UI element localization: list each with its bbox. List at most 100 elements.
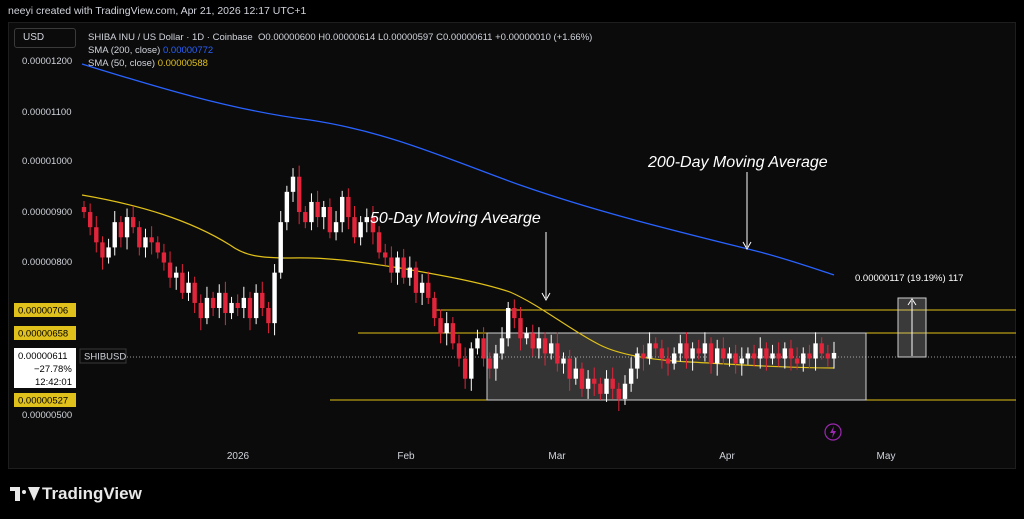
candle-body[interactable] bbox=[81, 207, 87, 213]
candle-body[interactable] bbox=[635, 353, 640, 369]
candle-body[interactable] bbox=[628, 368, 634, 384]
candle-body[interactable] bbox=[493, 353, 499, 369]
candle-body[interactable] bbox=[721, 348, 726, 359]
candle-body[interactable] bbox=[266, 308, 271, 324]
candle-body[interactable] bbox=[671, 353, 677, 364]
sma50-row[interactable]: SMA (50, close) 0.00000588 bbox=[88, 57, 592, 70]
candle-body[interactable] bbox=[346, 196, 351, 218]
candle-body[interactable] bbox=[819, 343, 824, 354]
candle-body[interactable] bbox=[339, 196, 345, 223]
candle-body[interactable] bbox=[376, 232, 382, 253]
candle-body[interactable] bbox=[407, 267, 413, 278]
candle-body[interactable] bbox=[284, 191, 290, 223]
candle-body[interactable] bbox=[118, 222, 124, 238]
candle-body[interactable] bbox=[389, 257, 394, 273]
lightning-icon[interactable] bbox=[824, 423, 842, 441]
candle-body[interactable] bbox=[229, 302, 234, 314]
candle-body[interactable] bbox=[303, 212, 308, 223]
candle-body[interactable] bbox=[678, 343, 683, 354]
candle-body[interactable] bbox=[358, 222, 363, 238]
candle-body[interactable] bbox=[745, 353, 751, 359]
candle-body[interactable] bbox=[739, 358, 744, 364]
candle-body[interactable] bbox=[309, 201, 314, 223]
candle-body[interactable] bbox=[801, 353, 806, 364]
candle-body[interactable] bbox=[530, 333, 535, 349]
candle-body[interactable] bbox=[825, 353, 831, 359]
candle-body[interactable] bbox=[130, 217, 136, 228]
candle-body[interactable] bbox=[161, 252, 167, 263]
candle-body[interactable] bbox=[758, 348, 763, 359]
candle-body[interactable] bbox=[708, 343, 714, 364]
candle-body[interactable] bbox=[395, 257, 400, 273]
candle-body[interactable] bbox=[87, 212, 93, 228]
candle-body[interactable] bbox=[217, 292, 222, 308]
candle-body[interactable] bbox=[481, 338, 486, 359]
candle-body[interactable] bbox=[776, 353, 781, 359]
candle-body[interactable] bbox=[770, 353, 775, 359]
candle-body[interactable] bbox=[782, 348, 788, 359]
candle-body[interactable] bbox=[419, 282, 425, 293]
candle-body[interactable] bbox=[401, 257, 406, 278]
candle-body[interactable] bbox=[100, 242, 105, 258]
candle-body[interactable] bbox=[647, 343, 652, 359]
candle-body[interactable] bbox=[321, 207, 326, 218]
candle-body[interactable] bbox=[278, 222, 283, 273]
candle-body[interactable] bbox=[512, 308, 517, 319]
candle-body[interactable] bbox=[155, 242, 160, 253]
candle-body[interactable] bbox=[598, 383, 603, 394]
candle-body[interactable] bbox=[751, 353, 757, 359]
candle-body[interactable] bbox=[487, 358, 492, 369]
candle-body[interactable] bbox=[143, 237, 148, 248]
candle-body[interactable] bbox=[702, 343, 708, 354]
candle-body[interactable] bbox=[432, 297, 437, 319]
candle-body[interactable] bbox=[253, 292, 259, 319]
candle-body[interactable] bbox=[524, 333, 529, 339]
candle-body[interactable] bbox=[794, 358, 800, 364]
candle-body[interactable] bbox=[149, 237, 154, 243]
candle-body[interactable] bbox=[167, 262, 173, 278]
candle-body[interactable] bbox=[272, 272, 277, 324]
candle-body[interactable] bbox=[690, 348, 695, 359]
candle-body[interactable] bbox=[94, 227, 99, 243]
candle-body[interactable] bbox=[831, 352, 837, 359]
candle-body[interactable] bbox=[112, 222, 117, 248]
candle-body[interactable] bbox=[665, 358, 671, 364]
sma200-row[interactable]: SMA (200, close) 0.00000772 bbox=[88, 44, 592, 57]
candle-body[interactable] bbox=[610, 378, 615, 389]
candle-body[interactable] bbox=[198, 302, 204, 319]
candle-body[interactable] bbox=[542, 338, 548, 354]
candle-body[interactable] bbox=[555, 343, 560, 364]
candle-body[interactable] bbox=[438, 318, 443, 334]
candle-body[interactable] bbox=[764, 348, 769, 359]
candle-body[interactable] bbox=[659, 348, 665, 359]
candle-body[interactable] bbox=[106, 247, 111, 258]
candle-body[interactable] bbox=[573, 368, 579, 379]
currency-button[interactable]: USD bbox=[14, 28, 76, 48]
candle-body[interactable] bbox=[450, 323, 456, 344]
candle-body[interactable] bbox=[622, 383, 628, 399]
candle-body[interactable] bbox=[444, 323, 449, 334]
candle-body[interactable] bbox=[604, 378, 609, 394]
candle-body[interactable] bbox=[327, 207, 333, 233]
candle-body[interactable] bbox=[137, 227, 142, 248]
chart-panel[interactable] bbox=[8, 22, 1016, 469]
candle-body[interactable] bbox=[592, 378, 597, 384]
candle-body[interactable] bbox=[223, 292, 228, 314]
candle-body[interactable] bbox=[235, 302, 240, 308]
candle-body[interactable] bbox=[260, 292, 265, 308]
candle-body[interactable] bbox=[247, 297, 253, 319]
candle-body[interactable] bbox=[290, 176, 296, 192]
candle-body[interactable] bbox=[505, 308, 511, 339]
candle-body[interactable] bbox=[204, 297, 210, 319]
symbol-title[interactable]: SHIBA INU / US Dollar · 1D · Coinbase bbox=[88, 32, 253, 43]
candle-body[interactable] bbox=[315, 201, 320, 218]
candle-body[interactable] bbox=[696, 348, 701, 354]
candle-body[interactable] bbox=[561, 358, 566, 364]
candle-body[interactable] bbox=[499, 338, 505, 354]
sma50-line[interactable] bbox=[81, 194, 835, 369]
candle-body[interactable] bbox=[788, 348, 794, 359]
tradingview-logo[interactable]: TradingView bbox=[10, 484, 142, 504]
candle-body[interactable] bbox=[456, 343, 462, 359]
candle-body[interactable] bbox=[733, 353, 738, 364]
